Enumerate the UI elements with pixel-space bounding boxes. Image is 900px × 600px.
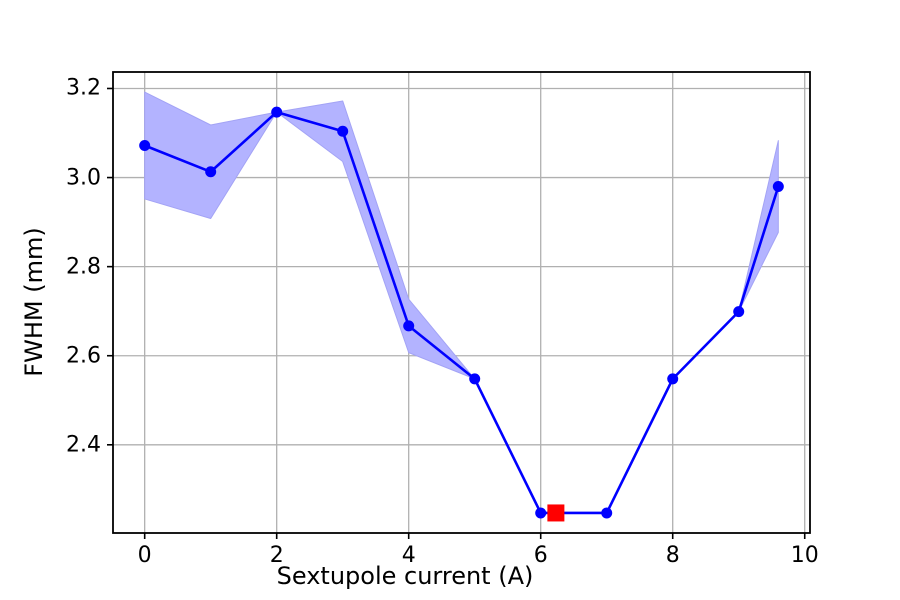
data-point-marker [337, 125, 349, 137]
data-point-marker [601, 507, 613, 519]
y-tick-label: 3.0 [66, 165, 101, 191]
y-tick-label: 2.8 [66, 254, 101, 280]
data-point-marker [772, 180, 784, 192]
data-point-marker [535, 507, 547, 519]
data-point-marker [205, 166, 217, 178]
y-axis-label: FWHM (mm) [20, 227, 48, 377]
plot-border [112, 71, 811, 534]
data-point-marker [139, 139, 151, 151]
y-tick-label: 3.2 [66, 75, 101, 101]
optimum-marker [547, 504, 565, 522]
x-tick-label: 6 [533, 543, 548, 568]
data-point-marker [403, 320, 415, 332]
data-point-marker [469, 373, 481, 385]
x-tick-label: 10 [790, 543, 819, 568]
x-tick-label: 0 [137, 543, 152, 568]
y-tick-label: 2.4 [66, 432, 101, 458]
y-tick-label: 2.6 [66, 343, 101, 369]
x-axis-label: Sextupole current (A) [276, 562, 534, 590]
data-point-marker [667, 373, 679, 385]
x-tick-label: 8 [665, 543, 680, 568]
confidence-band [144, 91, 779, 514]
x-tick-label: 4 [401, 543, 416, 568]
data-point-marker [733, 306, 745, 318]
x-tick-label: 2 [269, 543, 284, 568]
data-point-marker [271, 106, 283, 118]
